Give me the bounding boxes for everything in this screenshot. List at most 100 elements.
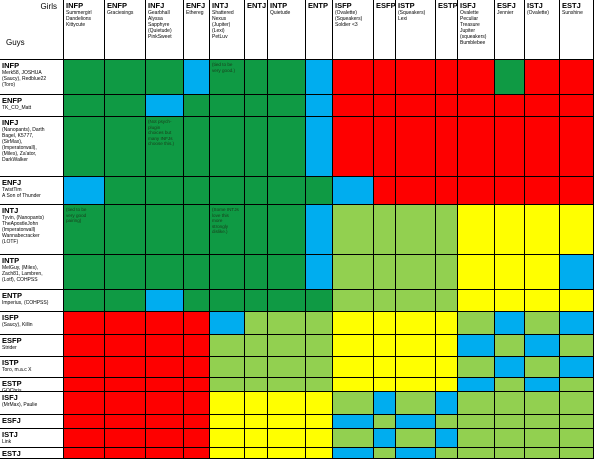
girl-type-header: ESFP — [374, 0, 396, 60]
pairing-cell — [184, 95, 210, 117]
pairing-cell — [333, 429, 374, 448]
girl-type-label: ISTJ — [527, 1, 543, 10]
pairing-cell — [495, 290, 525, 312]
guy-type-label: ISTP — [2, 358, 19, 367]
girl-type-label: INFJ — [148, 1, 165, 10]
guy-type-header: INTJ Tyvin, (Nanopants) TheApostleJohn (I… — [0, 205, 64, 255]
pairing-cell — [268, 255, 306, 290]
pairing-cell — [64, 205, 105, 255]
pairing-cell — [184, 335, 210, 357]
guy-names: (MrMax), Paulie — [2, 402, 38, 408]
pairing-cell — [245, 255, 268, 290]
pairing-cell — [560, 357, 594, 378]
guy-type-label: ESTP — [2, 379, 22, 388]
pairing-cell — [495, 312, 525, 335]
pairing-cell — [184, 392, 210, 415]
pairing-cell — [458, 255, 495, 290]
pairing-cell — [268, 448, 306, 459]
guy-type-label: INTP — [2, 256, 20, 265]
guy-type-label: ISTJ — [2, 430, 18, 439]
pairing-cell — [525, 335, 560, 357]
pairing-cell — [525, 392, 560, 415]
pairing-cell — [146, 415, 184, 429]
pairing-cell — [374, 255, 396, 290]
pairing-cell — [245, 448, 268, 459]
pairing-cell — [560, 177, 594, 205]
pairing-cell — [436, 95, 458, 117]
pairing-cell — [64, 357, 105, 378]
pairing-cell — [333, 177, 374, 205]
pairing-cell — [560, 392, 594, 415]
guy-type-header: INFP Merk58, JOSHUA (Saucy), Redblue22 (T… — [0, 60, 64, 95]
pairing-cell — [560, 205, 594, 255]
pairing-cell — [333, 448, 374, 459]
pairing-cell — [105, 392, 146, 415]
pairing-cell — [396, 392, 436, 415]
pairing-cell — [268, 117, 306, 177]
pairing-cell — [105, 205, 146, 255]
pairing-cell — [306, 378, 333, 392]
guy-type-label: ISFJ — [2, 393, 18, 402]
pairing-cell — [495, 205, 525, 255]
pairing-cell — [184, 357, 210, 378]
pairing-cell — [64, 429, 105, 448]
pairing-cell — [560, 95, 594, 117]
pairing-cell — [105, 357, 146, 378]
pairing-cell — [306, 357, 333, 378]
pairing-cell — [495, 448, 525, 459]
pairing-cell — [146, 177, 184, 205]
pairing-cell — [333, 335, 374, 357]
pairing-cell — [105, 378, 146, 392]
pairing-cell — [495, 357, 525, 378]
guy-names: (Saucy), Killin — [2, 322, 33, 328]
girl-names: Gearbhall Alyssa Sapphyre (Quietude) Pin… — [148, 10, 172, 40]
girl-type-header: ENFP Graciesings — [105, 0, 146, 60]
girl-names: Shattered Nexus (Jupiter) (Lexi) PetLuv — [212, 10, 234, 40]
pairing-cell — [210, 290, 245, 312]
pairing-cell — [458, 378, 495, 392]
girl-names: Ovalette Peculiar Treasure Jupiter (sque… — [460, 10, 487, 46]
guy-names: (Nanopants), Darth Bagel, K5777, (SirMax… — [2, 127, 45, 163]
pairing-cell — [64, 335, 105, 357]
pairing-cell — [374, 177, 396, 205]
guy-type-label: INFP — [2, 61, 20, 70]
pairing-cell — [374, 429, 396, 448]
pairing-cell — [105, 312, 146, 335]
pairing-cell — [560, 290, 594, 312]
girl-type-header: INTP Quietude — [268, 0, 306, 60]
pairing-cell — [245, 392, 268, 415]
guy-names: Tyvin, (Nanopants) TheApostleJohn (Imper… — [2, 215, 44, 245]
pairing-cell — [146, 312, 184, 335]
girl-type-header: ESTJ Sunshine — [560, 0, 594, 60]
girl-type-label: ISFP — [335, 1, 352, 10]
pairing-cell — [184, 205, 210, 255]
pairing-cell — [458, 312, 495, 335]
guy-names: GQChris — [2, 388, 22, 392]
girl-type-header: INTJ Shattered Nexus (Jupiter) (Lexi) Pet… — [210, 0, 245, 60]
pairing-cell — [210, 117, 245, 177]
pairing-cell — [333, 117, 374, 177]
pairing-cell — [306, 60, 333, 95]
pairing-cell — [525, 290, 560, 312]
pairing-cell — [105, 95, 146, 117]
girl-type-label: INTP — [270, 1, 288, 10]
pairing-cell — [396, 448, 436, 459]
girl-names: Ethereg — [186, 10, 204, 16]
pairing-cell — [436, 117, 458, 177]
pairing-cell — [306, 290, 333, 312]
pairing-cell — [495, 117, 525, 177]
pairing-cell — [306, 205, 333, 255]
pairing-cell — [495, 255, 525, 290]
pairing-cell — [210, 60, 245, 95]
pairing-cell — [105, 415, 146, 429]
guy-type-label: ENTP — [2, 291, 23, 300]
pairing-cell — [146, 335, 184, 357]
pairing-cell — [374, 415, 396, 429]
pairing-cell — [560, 448, 594, 459]
pairing-cell — [64, 448, 105, 459]
guy-type-header: ISTP Toro, m.a.c X — [0, 357, 64, 378]
pairing-cell — [64, 312, 105, 335]
pairing-cell — [210, 177, 245, 205]
pairing-cell — [333, 205, 374, 255]
pairing-cell — [184, 312, 210, 335]
